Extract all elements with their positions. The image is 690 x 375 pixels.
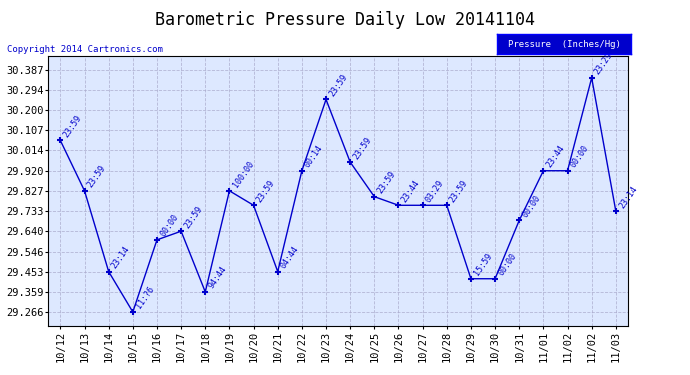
Text: 00:00: 00:00	[497, 252, 518, 278]
Text: 23:29: 23:29	[593, 51, 615, 76]
Text: 23:59: 23:59	[255, 178, 277, 204]
Text: Pressure  (Inches/Hg): Pressure (Inches/Hg)	[508, 40, 620, 49]
Text: Barometric Pressure Daily Low 20141104: Barometric Pressure Daily Low 20141104	[155, 11, 535, 29]
Text: 15:59: 15:59	[473, 252, 494, 278]
Text: 04:44: 04:44	[279, 244, 301, 270]
Text: 00:00: 00:00	[159, 213, 180, 238]
Text: 23:59: 23:59	[62, 114, 83, 139]
Text: 23:44: 23:44	[400, 178, 422, 204]
Text: 00:00: 00:00	[521, 194, 542, 219]
Text: 100:00: 100:00	[231, 160, 255, 189]
Text: 23:44: 23:44	[545, 144, 566, 170]
Text: 23:59: 23:59	[352, 135, 373, 161]
Text: 23:59: 23:59	[183, 204, 204, 230]
Text: 03:29: 03:29	[424, 178, 446, 204]
Text: 11:?6: 11:?6	[135, 285, 156, 310]
Text: 23:14: 23:14	[110, 244, 132, 270]
Text: 00:14: 00:14	[304, 144, 325, 170]
Text: Copyright 2014 Cartronics.com: Copyright 2014 Cartronics.com	[7, 45, 163, 54]
Text: 23:59: 23:59	[376, 170, 397, 195]
Text: 23:14: 23:14	[618, 184, 639, 210]
Text: 23:59: 23:59	[86, 164, 108, 189]
Text: 23:59: 23:59	[448, 178, 470, 204]
Text: 23:59: 23:59	[328, 72, 349, 98]
Text: 00:00: 00:00	[569, 144, 591, 170]
Text: 94:44: 94:44	[207, 265, 228, 291]
